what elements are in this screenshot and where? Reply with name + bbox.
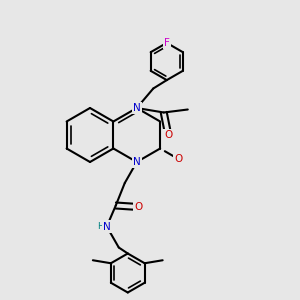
Text: N: N [103,221,111,232]
Text: N: N [133,157,141,167]
Text: O: O [134,202,142,212]
Text: O: O [164,130,172,140]
Text: O: O [174,154,182,164]
Text: F: F [164,38,170,48]
Text: N: N [133,103,141,113]
Text: H: H [97,222,104,231]
